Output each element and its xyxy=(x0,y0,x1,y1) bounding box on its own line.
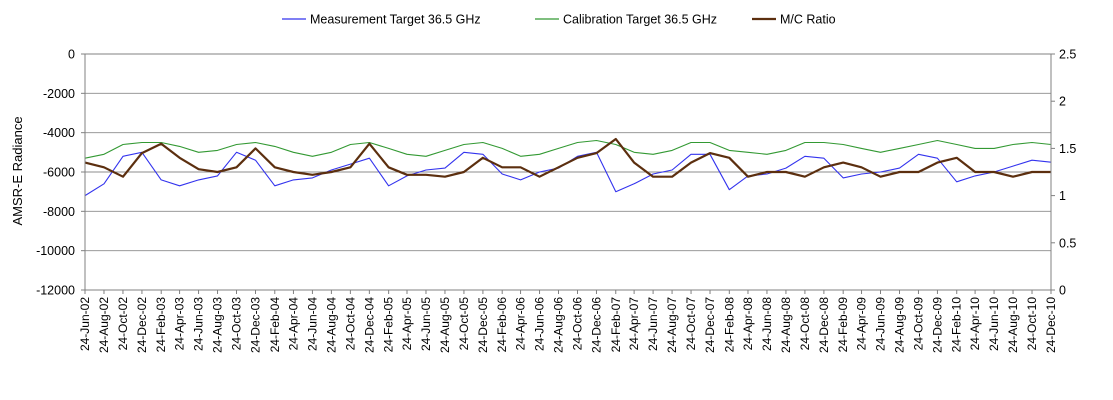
legend: Measurement Target 36.5 GHz Calibration … xyxy=(282,13,836,27)
x-tick-label: 24-Apr-04 xyxy=(286,297,300,351)
x-axis: 24-Jun-02 24-Aug-02 24-Oct-02 24-Dec-02 24-F… xyxy=(78,290,1058,353)
x-tick-label: 24-Aug-03 xyxy=(211,297,225,353)
x-tick-label: 24-Jun-04 xyxy=(305,297,319,351)
y2-tick-label: 2.5 xyxy=(1059,48,1076,62)
x-tick-label: 24-Dec-02 xyxy=(135,297,149,353)
x-tick-label: 24-Dec-05 xyxy=(476,297,490,353)
x-tick-label: 24-Apr-06 xyxy=(514,297,528,351)
y-tick-label: -4000 xyxy=(43,126,75,140)
x-tick-label: 24-Dec-07 xyxy=(703,297,717,353)
x-tick-label: 24-Aug-07 xyxy=(665,297,679,353)
x-tick-label: 24-Jun-06 xyxy=(533,297,547,351)
x-tick-label: 24-Jun-02 xyxy=(78,297,92,351)
x-tick-label: 24-Oct-03 xyxy=(230,297,244,351)
y2-tick-label: 0.5 xyxy=(1059,236,1076,250)
legend-label-measurement: Measurement Target 36.5 GHz xyxy=(310,13,481,27)
x-tick-label: 24-Oct-06 xyxy=(570,297,584,351)
x-tick-label: 24-Oct-02 xyxy=(116,297,130,351)
x-tick-label: 24-Apr-08 xyxy=(741,297,755,351)
x-tick-label: 24-Feb-06 xyxy=(495,297,509,353)
x-tick-label: 24-Jun-07 xyxy=(646,297,660,351)
series-line-2 xyxy=(84,137,1051,178)
legend-label-calibration: Calibration Target 36.5 GHz xyxy=(563,13,717,27)
x-tick-label: 24-Feb-09 xyxy=(836,297,850,353)
x-tick-label: 24-Apr-10 xyxy=(968,297,982,351)
x-tick-label: 24-Oct-05 xyxy=(457,297,471,351)
x-tick-label: 24-Jun-10 xyxy=(987,297,1001,351)
x-tick-label: 24-Jun-08 xyxy=(760,297,774,351)
y-tick-label: 0 xyxy=(68,48,75,62)
x-tick-label: 24-Aug-08 xyxy=(779,297,793,353)
x-tick-label: 24-Feb-10 xyxy=(950,297,964,353)
y-tick-label: -8000 xyxy=(43,205,75,219)
plot-area xyxy=(84,53,1052,291)
left-y-axis: 0 -2000 -4000 -6000 -8000 -10000 -12000 xyxy=(36,48,85,298)
x-tick-label: 24-Oct-04 xyxy=(343,297,357,351)
right-y-axis: 2.5 2 1.5 1 0.5 0 xyxy=(1051,48,1076,298)
y-tick-label: -10000 xyxy=(36,244,75,258)
x-tick-label: 24-Dec-09 xyxy=(930,297,944,353)
x-tick-label: 24-Aug-05 xyxy=(438,297,452,353)
x-tick-label: 24-Feb-08 xyxy=(722,297,736,353)
y2-tick-label: 1.5 xyxy=(1059,142,1076,156)
x-tick-label: 24-Jun-05 xyxy=(419,297,433,351)
x-tick-label: 24-Apr-07 xyxy=(627,297,641,351)
x-tick-label: 24-Feb-07 xyxy=(609,297,623,353)
x-tick-label: 24-Oct-07 xyxy=(684,297,698,351)
x-tick-label: 24-Dec-03 xyxy=(248,297,262,353)
x-tick-label: 24-Aug-06 xyxy=(552,297,566,353)
y-tick-label: -2000 xyxy=(43,87,75,101)
x-tick-label: 24-Jun-03 xyxy=(192,297,206,351)
x-tick-label: 24-Oct-10 xyxy=(1025,297,1039,351)
series-layer xyxy=(84,137,1052,197)
x-tick-label: 24-Dec-04 xyxy=(362,297,376,353)
x-tick-label: 24-Oct-08 xyxy=(798,297,812,351)
x-tick-label: 24-Dec-06 xyxy=(589,297,603,353)
y2-tick-label: 2 xyxy=(1059,95,1066,109)
y2-tick-label: 0 xyxy=(1059,284,1066,298)
x-tick-label: 24-Jun-09 xyxy=(874,297,888,351)
x-tick-label: 24-Aug-10 xyxy=(1006,297,1020,353)
x-tick-label: 24-Feb-04 xyxy=(268,297,282,353)
y-tick-label: -6000 xyxy=(43,166,75,180)
x-tick-label: 24-Oct-09 xyxy=(911,297,925,351)
x-tick-label: 24-Aug-02 xyxy=(97,297,111,353)
legend-label-mc-ratio: M/C Ratio xyxy=(780,13,836,27)
x-tick-label: 24-Apr-09 xyxy=(855,297,869,351)
x-tick-label: 24-Dec-10 xyxy=(1044,297,1058,353)
x-tick-label: 24-Aug-04 xyxy=(324,297,338,353)
x-tick-label: 24-Feb-05 xyxy=(382,297,396,353)
x-tick-label: 24-Feb-03 xyxy=(154,297,168,353)
x-tick-label: 24-Dec-08 xyxy=(817,297,831,353)
y2-tick-label: 1 xyxy=(1059,189,1066,203)
gridlines xyxy=(85,92,1051,252)
x-tick-label: 24-Apr-05 xyxy=(400,297,414,351)
y-axis-title: AMSR-E Radiance xyxy=(10,116,25,225)
series-line-1 xyxy=(84,139,1052,159)
x-tick-label: 24-Apr-03 xyxy=(173,297,187,351)
x-tick-label: 24-Aug-09 xyxy=(892,297,906,353)
y-tick-label: -12000 xyxy=(36,284,75,298)
